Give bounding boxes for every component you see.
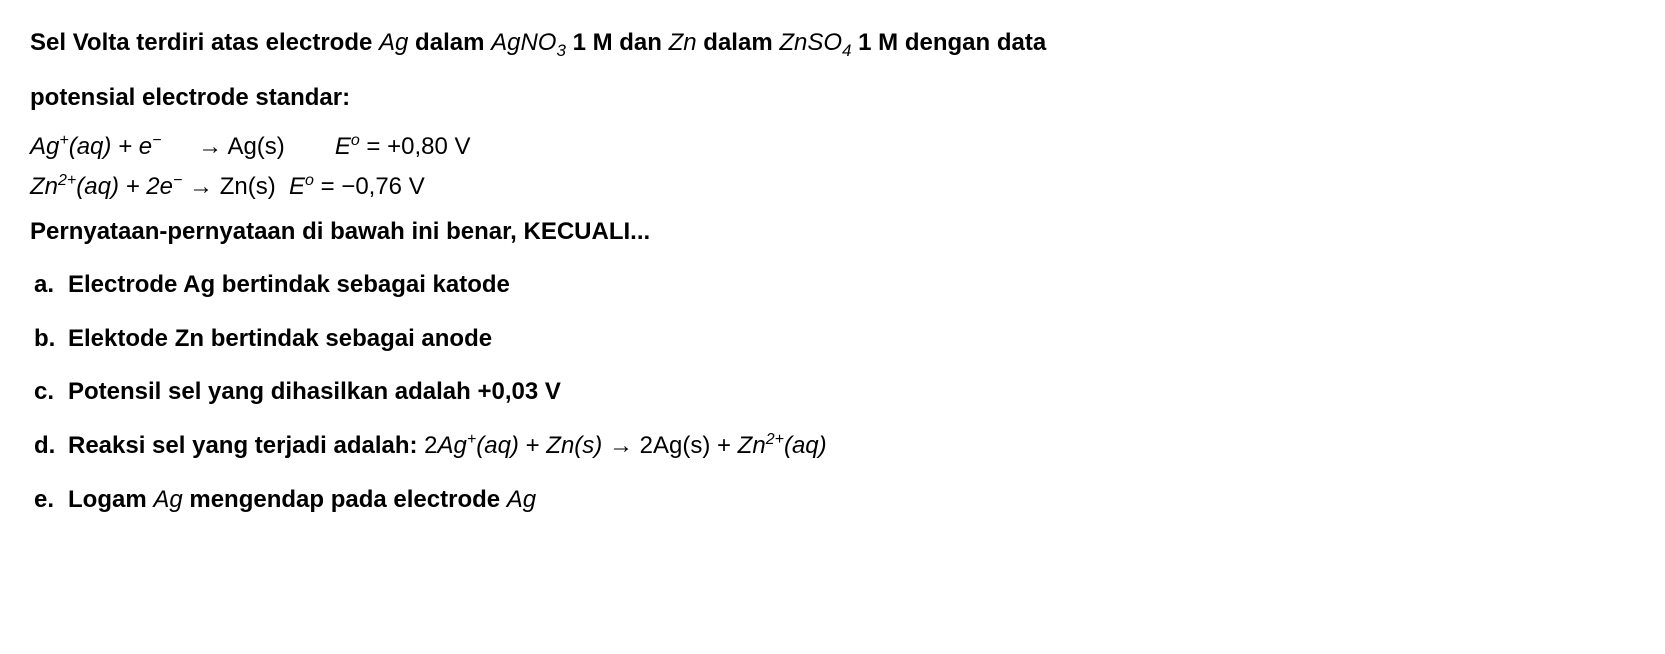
eq1-ags: Ag(s) <box>227 133 284 160</box>
option-d-plussign2: + <box>710 432 737 459</box>
eq2-minus: − <box>173 172 182 189</box>
option-e-prefix: Logam <box>68 486 153 513</box>
eq1-minus: − <box>152 132 161 149</box>
option-d-aq2: (aq) <box>784 432 827 459</box>
eq2-eq: = −0,76 V <box>314 173 425 200</box>
eq1-ag: Ag <box>30 133 59 160</box>
option-e-content: Logam Ag mengendap pada electrode Ag <box>68 477 1635 523</box>
question-ag: Ag <box>379 29 408 56</box>
eq1-eq: = +0,80 V <box>360 133 471 160</box>
question-part4: dalam <box>697 29 780 56</box>
option-e-ag: Ag <box>153 486 182 513</box>
option-d-aq1: (aq) <box>476 432 519 459</box>
question-part3: 1 M dan <box>566 29 669 56</box>
eq1-o: o <box>351 132 360 149</box>
eq2-arrow: → <box>182 173 219 200</box>
question-agno3: AgNO <box>491 29 556 56</box>
option-d-prefix: Reaksi sel yang terjadi adalah: <box>68 432 424 459</box>
option-d-two: 2Ag <box>424 432 467 459</box>
question-agno3-sub: 3 <box>556 41 565 60</box>
eq2-E: E <box>289 173 305 200</box>
eq2-zns: Zn(s) <box>220 173 276 200</box>
options-list: a. Electrode Ag bertindak sebagai katode… <box>30 262 1635 522</box>
equation-1: Ag+(aq) + e− → Ag(s) Eo = +0,80 V <box>30 129 1635 165</box>
eq2-2plus: 2+ <box>58 172 76 189</box>
option-a: a. Electrode Ag bertindak sebagai katode <box>34 262 1635 308</box>
eq2-o: o <box>305 172 314 189</box>
option-b-letter: b. <box>34 316 68 362</box>
question-line-2: potensial electrode standar: <box>30 75 1635 121</box>
option-d-plus: + <box>467 431 476 448</box>
eq1-plus: + <box>59 132 68 149</box>
option-e: e. Logam Ag mengendap pada electrode Ag <box>34 477 1635 523</box>
question-part1: Sel Volta terdiri atas electrode <box>30 29 379 56</box>
eq2-zn: Zn <box>30 173 58 200</box>
question-part2: dalam <box>408 29 491 56</box>
eq1-aq: (aq) <box>69 133 112 160</box>
option-d-2ags: 2Ag(s) <box>640 432 711 459</box>
option-e-letter: e. <box>34 477 68 523</box>
option-e-ag2: Ag <box>507 486 536 513</box>
option-c-letter: c. <box>34 369 68 415</box>
question-part5: 1 M dengan data <box>851 29 1046 56</box>
option-d-zn2: Zn <box>738 432 766 459</box>
option-d-2plus: 2+ <box>766 431 784 448</box>
option-d-zn: Zn <box>546 432 574 459</box>
option-d: d. Reaksi sel yang terjadi adalah: 2Ag+(… <box>34 423 1635 469</box>
eq1-plus-e: + e <box>111 133 152 160</box>
question-znso4: ZnSO <box>779 29 842 56</box>
question-line-1: Sel Volta terdiri atas electrode Ag dala… <box>30 20 1635 67</box>
option-d-arrow: → <box>602 432 639 459</box>
question-zn: Zn <box>669 29 697 56</box>
option-c: c. Potensil sel yang dihasilkan adalah +… <box>34 369 1635 415</box>
equation-2: Zn2+(aq) + 2e− → Zn(s) Eo = −0,76 V <box>30 169 1635 205</box>
option-a-text: Electrode Ag bertindak sebagai katode <box>68 262 1635 308</box>
question-line2-text: potensial electrode standar: <box>30 84 350 111</box>
option-d-plussign: + <box>519 432 546 459</box>
eq2-aq: (aq) <box>76 173 119 200</box>
option-d-letter: d. <box>34 423 68 469</box>
option-c-text: Potensil sel yang dihasilkan adalah +0,0… <box>68 369 1635 415</box>
option-b: b. Elektode Zn bertindak sebagai anode <box>34 316 1635 362</box>
statement-text: Pernyataan-pernyataan di bawah ini benar… <box>30 209 1635 255</box>
option-e-middle: mengendap pada electrode <box>183 486 507 513</box>
eq2-plus-2e: + 2e <box>119 173 173 200</box>
eq1-E: E <box>335 133 351 160</box>
option-a-letter: a. <box>34 262 68 308</box>
option-b-text: Elektode Zn bertindak sebagai anode <box>68 316 1635 362</box>
option-d-content: Reaksi sel yang terjadi adalah: 2Ag+(aq)… <box>68 423 1635 469</box>
eq1-arrow: → <box>191 133 227 160</box>
option-d-s1: (s) <box>574 432 602 459</box>
